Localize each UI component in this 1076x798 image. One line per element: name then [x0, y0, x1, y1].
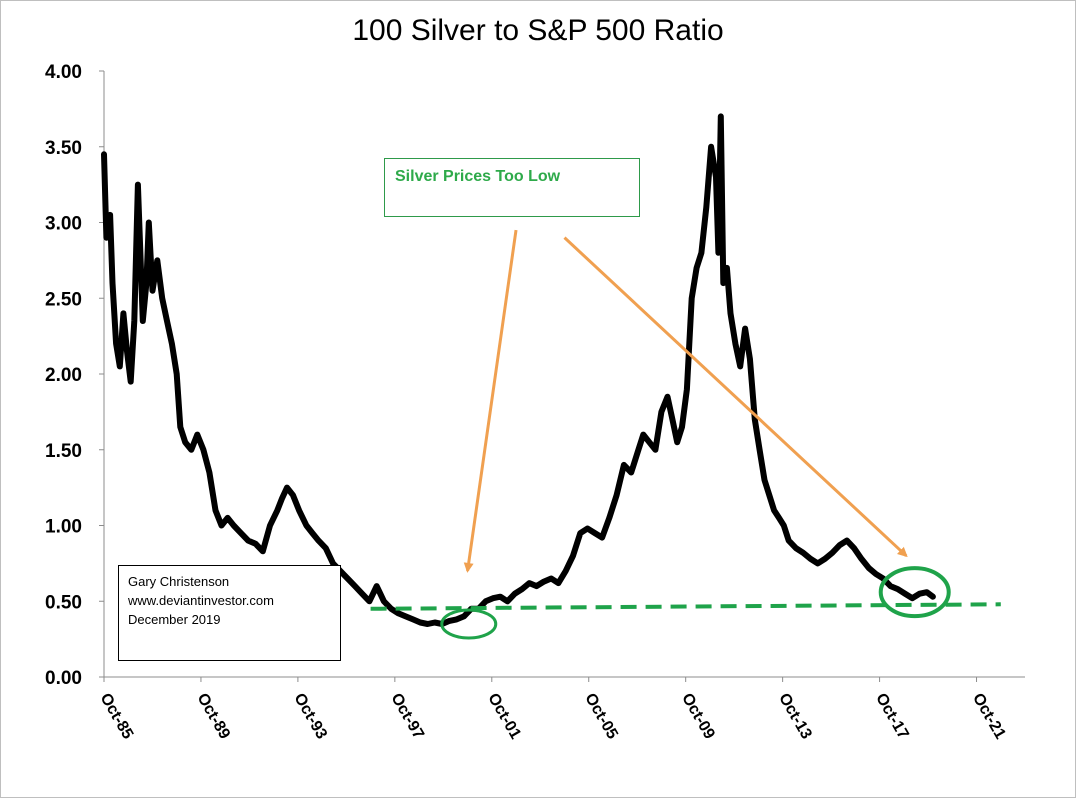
- x-tick-label: Oct-01: [484, 691, 524, 743]
- chart-title: 100 Silver to S&P 500 Ratio: [352, 14, 724, 47]
- highlight-circle: [878, 566, 951, 619]
- credit-website: www.deviantinvestor.com: [128, 593, 274, 608]
- x-tick-labels: Oct-85 Oct-89 Oct-93 Oct-97 Oct-01 Oct-05 Oct-…: [97, 691, 1009, 743]
- highlight-circle: [440, 608, 498, 640]
- y-tick-label: 1.00: [45, 517, 82, 538]
- y-tick-label: 3.50: [45, 138, 82, 159]
- y-tick-label: 2.00: [45, 365, 82, 386]
- y-tick-label: 0.00: [45, 668, 82, 689]
- x-tick-label: Oct-09: [678, 691, 718, 743]
- x-tick-label: Oct-93: [290, 691, 330, 743]
- x-tick-label: Oct-21: [969, 691, 1009, 743]
- y-tick-label: 0.50: [45, 592, 82, 613]
- ratio-series-line: [101, 113, 936, 627]
- series-lines: [101, 113, 1001, 627]
- x-tick-label: Oct-85: [97, 691, 137, 743]
- credit-box: Gary Christenson www.deviantinvestor.com…: [118, 565, 341, 661]
- y-tick-label: 3.00: [45, 214, 82, 235]
- x-tick-label: Oct-89: [193, 691, 233, 743]
- annotation-arrow: [563, 236, 908, 558]
- callout-box: Silver Prices Too Low: [384, 158, 640, 217]
- y-tick-label: 1.50: [45, 441, 82, 462]
- x-tick-label: Oct-97: [387, 691, 427, 743]
- x-tick-label: Oct-05: [581, 691, 621, 743]
- x-tick-label: Oct-17: [872, 691, 912, 743]
- y-tick-label: 4.00: [45, 62, 82, 83]
- y-tick-labels: 0.00 0.50 1.00 1.50 2.00 2.50 3.00 3.50 4.00: [45, 62, 82, 689]
- annotation-arrow: [463, 229, 518, 573]
- support-dashed-line: [370, 602, 1001, 611]
- credit-name: Gary Christenson: [128, 574, 230, 589]
- callout-text: Silver Prices Too Low: [395, 168, 561, 185]
- axes: [99, 70, 1025, 682]
- annotations: [440, 229, 951, 640]
- x-tick-label: Oct-13: [775, 691, 815, 743]
- y-tick-label: 2.50: [45, 289, 82, 310]
- credit-date: December 2019: [128, 612, 221, 627]
